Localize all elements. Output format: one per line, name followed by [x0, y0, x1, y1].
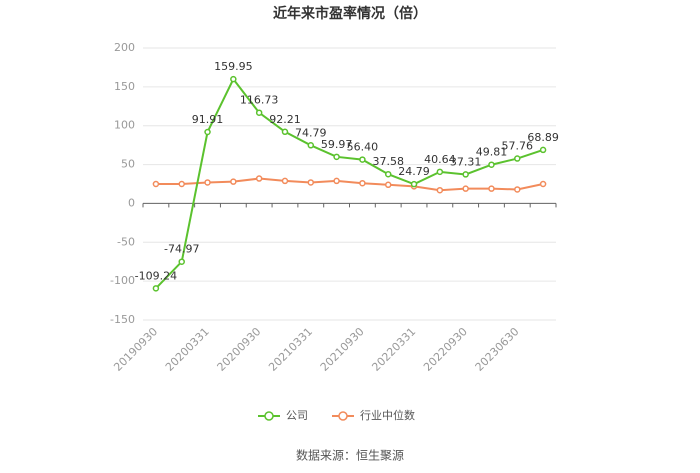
data-label: 57.76	[502, 140, 534, 153]
point	[230, 75, 237, 83]
point	[359, 156, 366, 163]
y-tick-label: 200	[114, 41, 135, 54]
chart-title: 近年来市盈率情况（倍）	[273, 5, 427, 22]
series-line	[155, 177, 544, 192]
data-label: 68.89	[527, 131, 559, 144]
data-label: -109.24	[135, 269, 177, 282]
point	[281, 177, 289, 185]
data-label: 91.91	[192, 113, 224, 126]
y-tick-label: 0	[128, 196, 135, 209]
point	[384, 181, 392, 189]
x-tick-label: 20220331	[369, 325, 418, 374]
data-label: 159.95	[214, 60, 253, 73]
point	[204, 128, 211, 136]
data-label: 92.21	[269, 113, 301, 126]
point	[359, 179, 366, 187]
point	[436, 168, 444, 176]
legend-marker	[264, 411, 274, 421]
series-line	[155, 77, 544, 290]
point	[539, 180, 547, 188]
point	[178, 180, 185, 188]
point	[462, 185, 469, 192]
point	[333, 177, 340, 185]
x-tick-label: 20200930	[215, 325, 264, 374]
x-tick-label: 20230630	[473, 325, 522, 374]
data-label: 49.81	[476, 146, 508, 159]
data-label: 74.79	[295, 126, 327, 139]
data-label: 56.40	[347, 141, 379, 154]
legend-label: 公司	[286, 409, 308, 422]
point	[410, 180, 418, 188]
x-tick-label: 20220930	[421, 325, 470, 374]
data-label: 37.58	[372, 155, 404, 168]
point	[178, 258, 185, 265]
source: 数据来源：恒生聚源	[296, 448, 404, 463]
data-label: 24.79	[398, 165, 430, 178]
x-tick-label: 20210331	[266, 325, 315, 374]
y-tick-label: -100	[110, 274, 135, 287]
data-label: 59.97	[321, 138, 353, 151]
y-tick-label: 50	[121, 158, 135, 171]
point	[488, 185, 495, 192]
point	[436, 186, 444, 194]
point	[204, 179, 211, 186]
point	[255, 175, 263, 182]
y-tick-label: -50	[117, 235, 135, 248]
data-label: 37.31	[450, 155, 482, 168]
point	[152, 180, 160, 188]
x-tick-label: 20200331	[163, 325, 212, 374]
point	[307, 179, 315, 186]
data-label: -74.97	[164, 243, 199, 256]
point	[539, 146, 547, 154]
point	[152, 285, 160, 292]
x-tick-label: 20210930	[318, 325, 367, 374]
point	[333, 153, 340, 161]
point	[514, 186, 521, 193]
y-tick-label: 150	[114, 80, 135, 93]
point	[281, 128, 289, 136]
y-tick-label: 100	[114, 119, 135, 132]
point	[384, 170, 392, 178]
point	[488, 161, 495, 168]
point	[462, 171, 469, 178]
legend-marker	[338, 411, 348, 421]
y-tick-label: -150	[110, 313, 135, 326]
point	[514, 155, 521, 162]
point	[230, 178, 237, 185]
legend-label: 行业中位数	[360, 408, 415, 422]
x-tick-label: 20190930	[111, 325, 160, 374]
data-label: 116.73	[240, 94, 279, 107]
data-label: 40.64	[424, 153, 456, 166]
point	[255, 109, 263, 116]
point	[307, 142, 315, 149]
